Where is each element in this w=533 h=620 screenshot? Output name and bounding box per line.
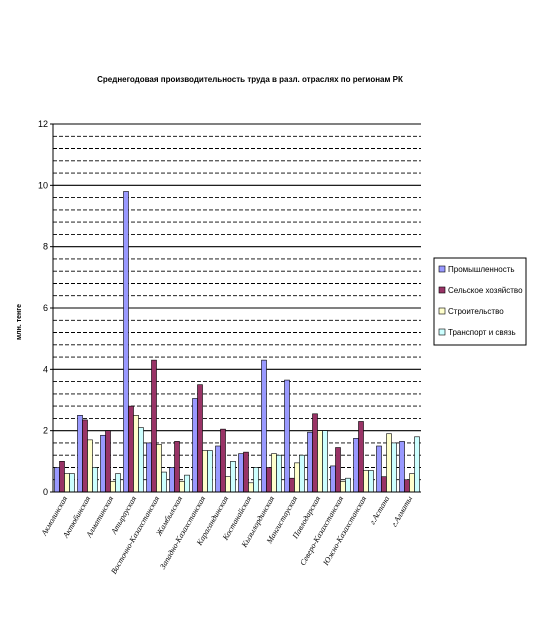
bar: [69, 473, 75, 493]
legend-entry-label: Транспорт и связь: [448, 328, 516, 337]
bar: [253, 467, 259, 493]
bar: [220, 428, 226, 493]
bar: [335, 447, 341, 493]
bar: [207, 450, 213, 493]
bar: [322, 430, 328, 493]
bar: [115, 473, 121, 493]
bar: [100, 434, 106, 493]
bar: [376, 445, 382, 493]
bar: [330, 465, 336, 493]
bar: [156, 444, 162, 493]
bar: [345, 477, 351, 493]
bar: [284, 379, 290, 493]
bar: [294, 462, 300, 493]
y-tick-label: 8: [43, 242, 48, 252]
bar: [179, 480, 185, 493]
bar: [238, 453, 244, 493]
bar: [146, 442, 152, 493]
bar: [138, 427, 144, 493]
y-tick-label: 2: [43, 426, 48, 436]
legend-entry-label: Промышленность: [448, 265, 515, 274]
bar: [414, 436, 420, 493]
y-axis-label: млн. тенге: [16, 304, 23, 340]
bar: [312, 413, 318, 493]
legend-entry-label: Сельское хозяйство: [448, 286, 523, 295]
legend-swatch: [438, 328, 446, 336]
bar: [386, 433, 392, 493]
bar: [363, 470, 369, 493]
y-tick-label: 6: [43, 303, 48, 313]
legend-entry-label: Строительство: [448, 307, 504, 316]
bar: [266, 467, 272, 493]
y-tick-label: 12: [38, 119, 48, 129]
bar: [87, 439, 93, 493]
legend-swatch: [438, 265, 446, 273]
bar: [248, 482, 254, 493]
bar: [276, 454, 282, 493]
x-category-label: Северо-Казахстанская: [298, 494, 345, 567]
bar: [184, 474, 190, 493]
bar: [409, 473, 415, 493]
bar: [151, 359, 157, 493]
bar: [307, 431, 313, 493]
bar: [82, 419, 88, 493]
chart-title: Среднегодовая производительность труда в…: [97, 75, 403, 84]
bar: [192, 398, 198, 493]
bar: [317, 430, 323, 493]
bar: [202, 450, 208, 493]
x-category-label: г.Алматы: [390, 494, 415, 528]
bar: [230, 461, 236, 493]
bar: [92, 467, 98, 493]
bar: [161, 471, 167, 493]
x-category-label: Южно-Казахстанская: [321, 494, 369, 567]
legend-box: [433, 257, 527, 346]
legend: Промышленность Сельское хозяйство Строител…: [433, 257, 527, 346]
bar: [353, 438, 359, 493]
bar: [64, 473, 70, 493]
bar: [133, 415, 139, 493]
bar: [169, 467, 175, 493]
bar: [123, 191, 129, 493]
bar: [128, 405, 134, 493]
bar: [110, 480, 116, 493]
legend-swatch: [438, 286, 446, 294]
bar: [340, 480, 346, 493]
bar: [225, 476, 231, 493]
bars: [54, 191, 420, 493]
bar: [197, 384, 203, 493]
bar: [243, 451, 249, 493]
bar: [77, 415, 83, 493]
bar: [368, 470, 374, 493]
bar: [215, 445, 221, 493]
legend-swatch: [438, 307, 446, 315]
x-category-labels: АкмолинскаяАктюбинскаяАлматинскаяАтыраус…: [39, 494, 414, 576]
bar: [381, 476, 387, 493]
bar: [271, 453, 277, 493]
y-tick-labels: 0 2 4 6 8 10 12: [38, 119, 53, 497]
y-tick-label: 0: [43, 487, 48, 497]
gridlines: [53, 123, 421, 481]
bar: [289, 477, 295, 493]
y-tick-label: 4: [43, 364, 48, 374]
bar: [404, 479, 410, 493]
bar: [261, 359, 267, 493]
bar: [391, 442, 397, 493]
x-category-label: г.Астана: [368, 495, 391, 527]
bar: [174, 441, 180, 493]
bar: [105, 430, 111, 493]
bar: [358, 421, 364, 493]
bar: [399, 441, 405, 493]
bar: [299, 454, 305, 493]
bar: [54, 467, 60, 493]
y-tick-label: 10: [38, 180, 48, 190]
bar: [59, 461, 65, 493]
